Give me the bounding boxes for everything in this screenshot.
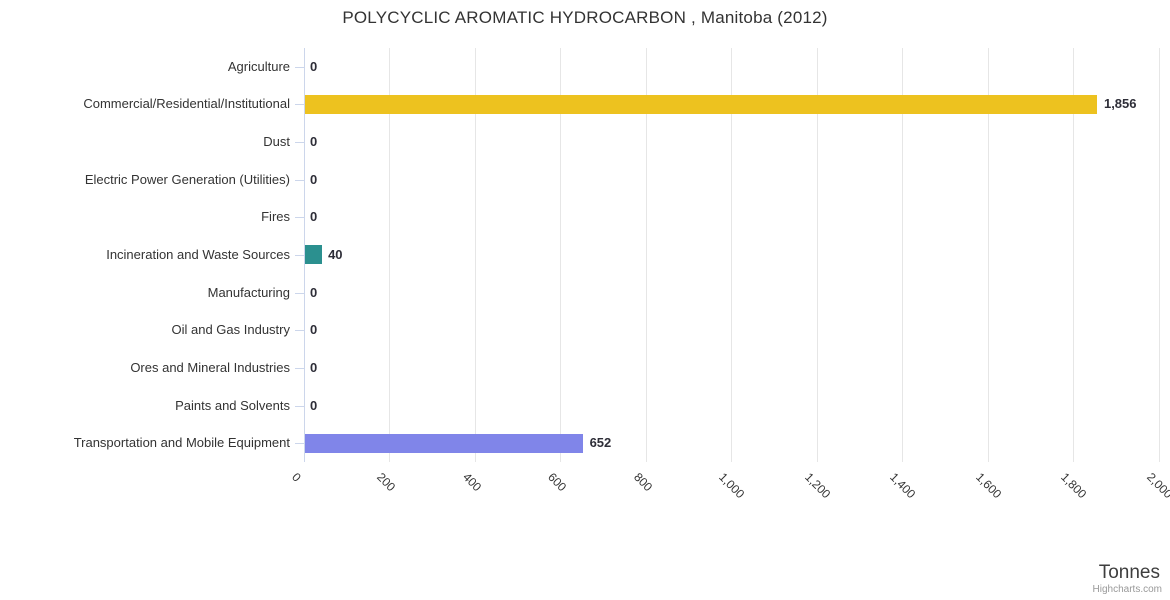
bar[interactable] bbox=[304, 95, 1098, 114]
data-label: 0 bbox=[310, 398, 318, 413]
x-axis-tick-label: 400 bbox=[459, 470, 485, 495]
data-label: 0 bbox=[310, 360, 318, 375]
grid-line bbox=[816, 48, 818, 462]
category-label: Manufacturing bbox=[207, 285, 290, 300]
category-tick bbox=[295, 443, 304, 444]
x-axis-title: Tonnes bbox=[1098, 562, 1160, 583]
x-axis-tick-label: 1,400 bbox=[887, 470, 919, 502]
category-label: Incineration and Waste Sources bbox=[106, 247, 290, 262]
grid-line bbox=[902, 48, 904, 462]
x-axis-tick-label: 1,000 bbox=[716, 470, 748, 502]
x-axis-tick-label: 800 bbox=[630, 470, 655, 495]
grid-line bbox=[389, 48, 391, 462]
x-axis-tick-label: 1,600 bbox=[972, 470, 1004, 502]
category-label: Agriculture bbox=[227, 59, 290, 74]
highcharts-credit-link[interactable]: Highcharts.com bbox=[1092, 584, 1162, 595]
category-label: Electric Power Generation (Utilities) bbox=[84, 172, 290, 187]
x-axis-tick-label: 200 bbox=[374, 470, 399, 495]
data-label: 40 bbox=[328, 247, 343, 262]
category-tick bbox=[295, 67, 304, 68]
category-label: Paints and Solvents bbox=[175, 398, 290, 413]
grid-line bbox=[560, 48, 562, 462]
category-tick bbox=[295, 217, 304, 218]
grid-line bbox=[645, 48, 647, 462]
x-axis-tick-label: 2,000 bbox=[1143, 470, 1170, 502]
category-tick bbox=[295, 330, 304, 331]
bar[interactable] bbox=[304, 434, 584, 453]
category-tick bbox=[295, 255, 304, 256]
x-axis-tick-label: 600 bbox=[545, 470, 570, 495]
data-label: 0 bbox=[310, 59, 318, 74]
category-label: Transportation and Mobile Equipment bbox=[73, 435, 290, 450]
grid-line bbox=[1158, 48, 1160, 462]
x-axis-tick-label: 1,200 bbox=[801, 470, 833, 502]
grid-line bbox=[987, 48, 989, 462]
category-tick bbox=[295, 293, 304, 294]
category-label: Dust bbox=[263, 134, 290, 149]
category-tick bbox=[295, 180, 304, 181]
category-label: Oil and Gas Industry bbox=[171, 322, 291, 337]
x-axis-tick-label: 0 bbox=[289, 470, 304, 485]
grid-line bbox=[731, 48, 733, 462]
data-label: 0 bbox=[310, 209, 318, 224]
data-label: 0 bbox=[310, 134, 318, 149]
chart-title: POLYCYCLIC AROMATIC HYDROCARBON , Manito… bbox=[342, 8, 828, 27]
data-label: 0 bbox=[310, 285, 318, 300]
category-label: Commercial/Residential/Institutional bbox=[83, 96, 290, 111]
x-axis-tick-label: 1,800 bbox=[1058, 470, 1090, 502]
data-label: 0 bbox=[310, 172, 318, 187]
data-label: 0 bbox=[310, 322, 318, 337]
data-label: 1,856 bbox=[1103, 96, 1137, 111]
grid-line bbox=[474, 48, 476, 462]
category-label: Ores and Mineral Industries bbox=[130, 360, 290, 375]
data-label: 652 bbox=[589, 435, 612, 450]
grid-line bbox=[1073, 48, 1075, 462]
category-tick bbox=[295, 104, 304, 105]
bar[interactable] bbox=[304, 245, 322, 264]
category-tick bbox=[295, 368, 304, 369]
category-tick bbox=[295, 142, 304, 143]
category-label: Fires bbox=[261, 209, 290, 224]
category-tick bbox=[295, 406, 304, 407]
